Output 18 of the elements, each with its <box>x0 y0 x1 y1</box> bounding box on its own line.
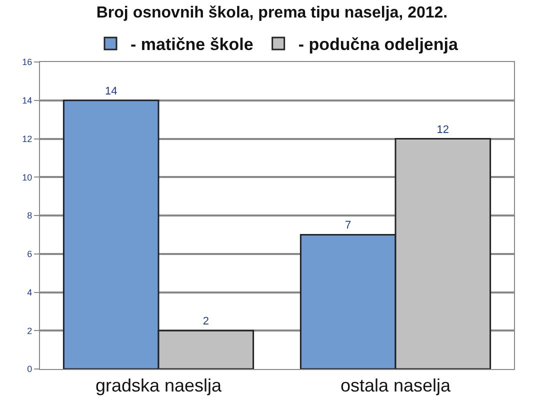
legend-label: - podučna odeljenja <box>298 35 458 54</box>
data-label: 2 <box>202 316 209 328</box>
data-label: 14 <box>104 85 118 98</box>
y-tick-label: 10 <box>22 172 32 182</box>
y-tick-label: 6 <box>27 249 32 260</box>
y-tick-label: 4 <box>27 287 32 298</box>
y-tick-label: 0 <box>27 364 32 374</box>
y-tick-label: 8 <box>27 210 32 221</box>
legend-label: - matične škole <box>130 35 254 54</box>
x-tick-label: ostala naselja <box>340 376 452 396</box>
data-label: 7 <box>345 220 352 232</box>
y-tick-label: 2 <box>27 326 32 336</box>
y-tick-label: 16 <box>22 57 32 68</box>
y-tick-label: 12 <box>22 134 32 144</box>
chart-title: Broj osnovnih škola, prema tipu naselja, 2012. <box>96 4 448 22</box>
x-tick-label: gradska naeslja <box>95 376 223 396</box>
y-tick-label: 14 <box>22 96 32 106</box>
data-label: 12 <box>436 124 450 136</box>
